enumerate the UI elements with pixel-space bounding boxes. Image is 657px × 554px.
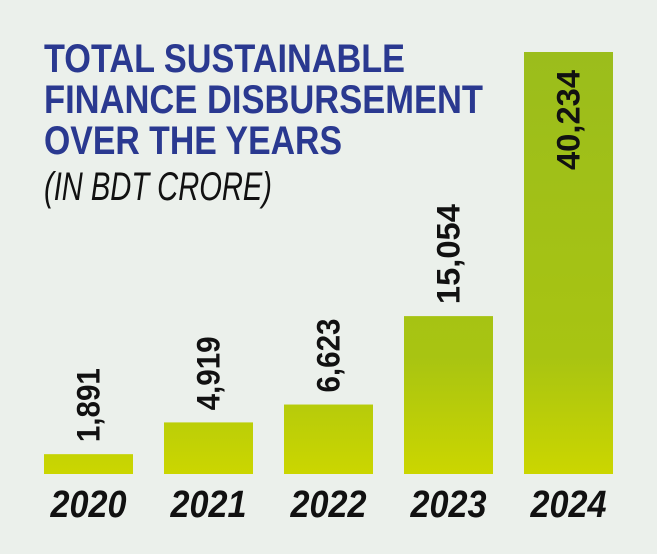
- chart-title-line-3: OVER THE YEARS: [44, 119, 342, 163]
- bar-2021: [164, 422, 253, 474]
- x-tick-label-2020: 2020: [50, 484, 127, 526]
- bar-2022: [284, 404, 373, 474]
- value-label-2024: 40,234: [551, 70, 587, 170]
- chart-title-line-1: TOTAL SUSTAINABLE: [44, 37, 405, 81]
- value-label-2023: 15,054: [431, 204, 467, 304]
- chart-title-line-2: FINANCE DISBURSEMENT: [44, 78, 483, 122]
- x-tick-label-2022: 2022: [290, 484, 367, 526]
- x-tick-label-2024: 2024: [530, 484, 607, 526]
- bar-2023: [404, 316, 493, 474]
- value-label-2022: 6,623: [311, 319, 347, 393]
- bar-2020: [44, 454, 133, 474]
- bar-2024: [524, 52, 613, 474]
- chart-subtitle: (IN BDT CRORE): [44, 165, 272, 209]
- x-tick-label-2021: 2021: [170, 484, 247, 526]
- x-tick-label-2023: 2023: [410, 484, 487, 526]
- value-label-2020: 1,891: [71, 368, 107, 442]
- value-label-2021: 4,919: [191, 336, 227, 410]
